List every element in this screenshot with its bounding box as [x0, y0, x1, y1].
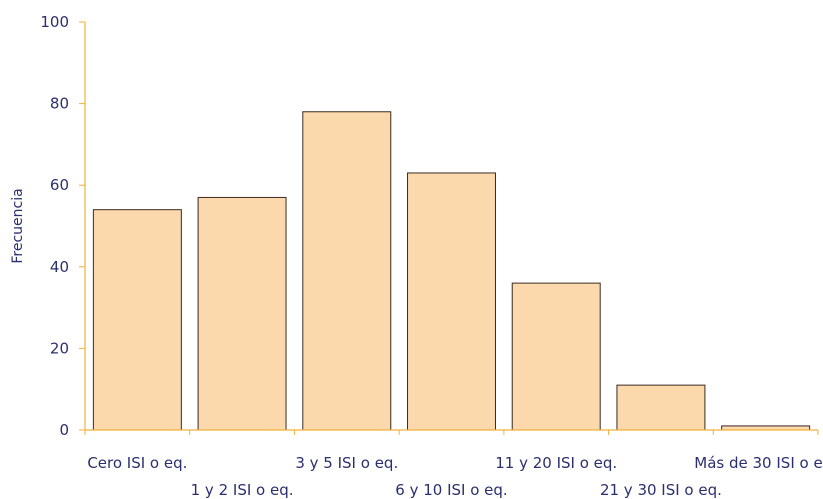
y-ticks-layer: 0 20 40 60 80 100 — [40, 13, 85, 439]
y-tick-label: 20 — [50, 339, 69, 357]
x-category-label: Cero ISI o eq. — [87, 454, 187, 472]
x-category-label: Más de 30 ISI o eq. — [694, 454, 823, 472]
bar-1 — [92, 209, 182, 431]
bar-5 — [511, 282, 601, 431]
bar-3 — [302, 111, 392, 431]
bar-2 — [197, 196, 287, 431]
y-tick-label: 100 — [40, 13, 69, 31]
x-category-label: 6 y 10 ISI o eq. — [395, 481, 507, 499]
y-tick-label: 40 — [50, 258, 69, 276]
x-category-label: 1 y 2 ISI o eq. — [191, 481, 294, 499]
bar-7 — [721, 425, 811, 431]
x-category-label: 21 y 30 ISI o eq. — [600, 481, 722, 499]
y-tick-label: 60 — [50, 176, 69, 194]
bar-4 — [407, 172, 496, 431]
x-category-label: 11 y 20 ISI o eq. — [495, 454, 617, 472]
x-category-label: 3 y 5 ISI o eq. — [295, 454, 398, 472]
bars-layer — [92, 111, 811, 431]
x-labels-layer: Cero ISI o eq.1 y 2 ISI o eq.3 y 5 ISI o… — [87, 454, 823, 499]
y-tick-label: 0 — [59, 421, 69, 439]
y-tick-label: 80 — [50, 95, 69, 113]
bar-6 — [616, 384, 706, 431]
axis-layer — [84, 22, 819, 435]
y-axis-title: Frecuencia — [10, 188, 26, 263]
